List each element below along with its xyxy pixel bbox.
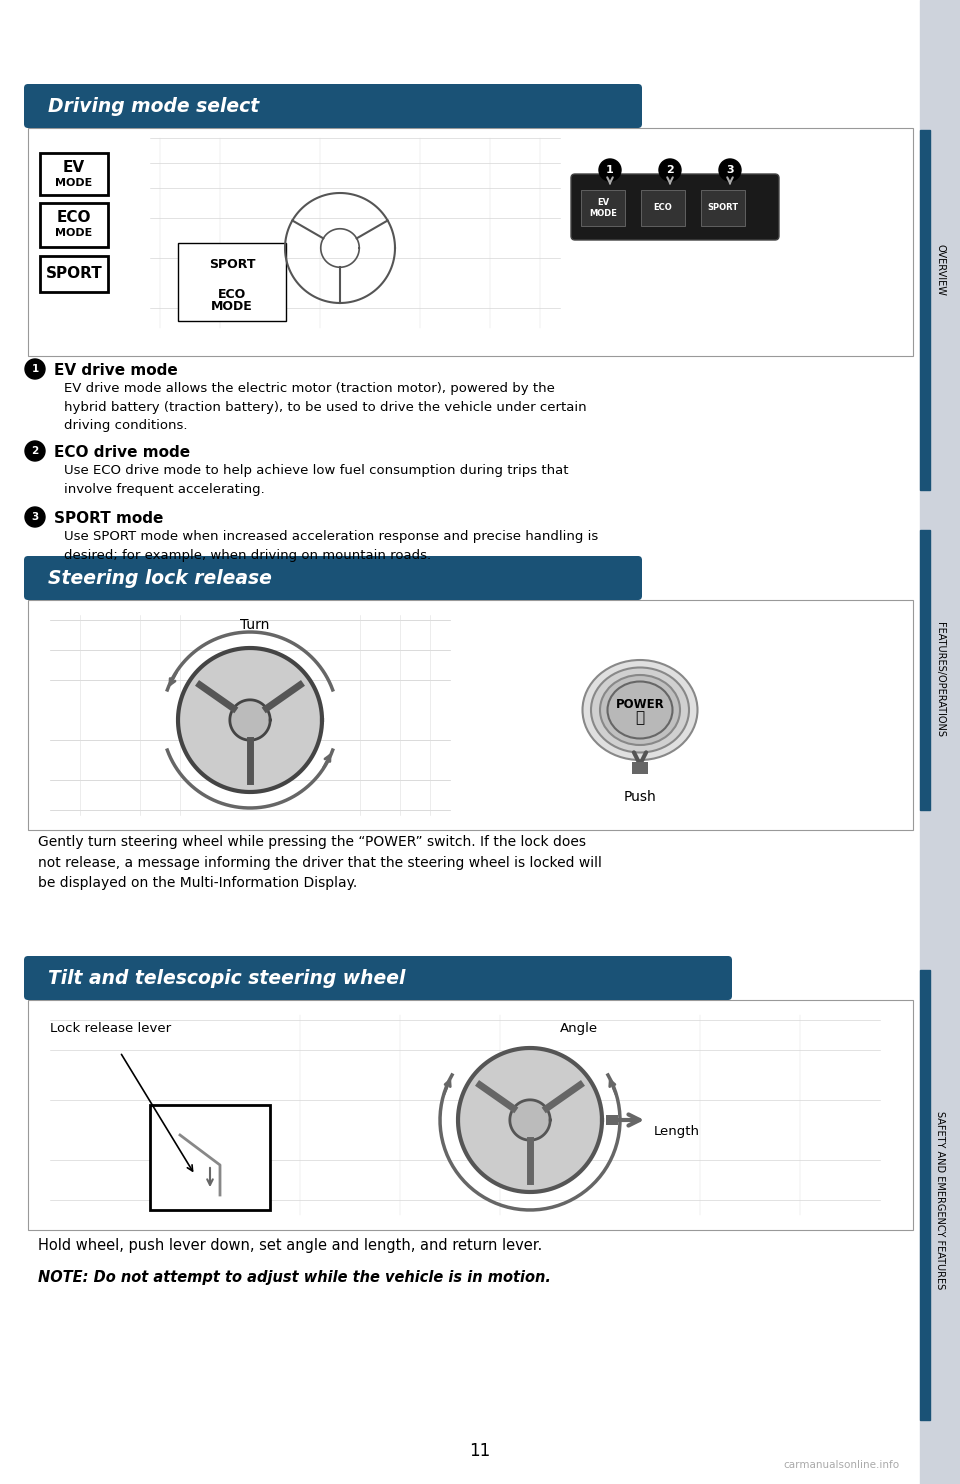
Text: ECO: ECO bbox=[654, 203, 672, 212]
Bar bbox=[40, 153, 108, 194]
Text: Length: Length bbox=[654, 1125, 700, 1138]
Text: 1: 1 bbox=[606, 165, 613, 175]
Circle shape bbox=[229, 700, 270, 741]
Text: EV: EV bbox=[63, 159, 85, 175]
Text: EV
MODE: EV MODE bbox=[589, 199, 617, 218]
Text: 2: 2 bbox=[666, 165, 674, 175]
Circle shape bbox=[510, 1100, 550, 1140]
Text: MODE: MODE bbox=[56, 178, 92, 188]
Text: Gently turn steering wheel while pressing the “POWER” switch. If the lock does
n: Gently turn steering wheel while pressin… bbox=[38, 835, 602, 890]
Circle shape bbox=[719, 159, 741, 181]
Text: FEATURES/OPERATIONS: FEATURES/OPERATIONS bbox=[935, 622, 945, 738]
Text: Use ECO drive mode to help achieve low fuel consumption during trips that
involv: Use ECO drive mode to help achieve low f… bbox=[64, 464, 568, 496]
Circle shape bbox=[25, 359, 45, 378]
Text: ECO drive mode: ECO drive mode bbox=[54, 445, 190, 460]
Bar bbox=[606, 1114, 618, 1125]
Text: SPORT: SPORT bbox=[46, 267, 103, 282]
Text: OVERVIEW: OVERVIEW bbox=[935, 243, 945, 295]
Text: Driving mode select: Driving mode select bbox=[48, 96, 259, 116]
Bar bbox=[920, 530, 930, 810]
Bar bbox=[632, 761, 648, 775]
Text: Steering lock release: Steering lock release bbox=[48, 568, 272, 588]
Text: MODE: MODE bbox=[56, 229, 92, 237]
Text: SPORT: SPORT bbox=[708, 203, 738, 212]
FancyBboxPatch shape bbox=[24, 556, 642, 600]
Circle shape bbox=[458, 1048, 602, 1192]
Text: 3: 3 bbox=[726, 165, 733, 175]
Text: Lock release lever: Lock release lever bbox=[50, 1022, 171, 1034]
Text: POWER: POWER bbox=[615, 697, 664, 711]
FancyBboxPatch shape bbox=[24, 956, 732, 1000]
Circle shape bbox=[178, 649, 322, 792]
Text: SPORT mode: SPORT mode bbox=[54, 510, 163, 525]
Bar bbox=[150, 1106, 270, 1209]
Bar bbox=[28, 128, 913, 356]
Text: MODE: MODE bbox=[211, 300, 252, 313]
Text: SAFETY AND EMERGENCY FEATURES: SAFETY AND EMERGENCY FEATURES bbox=[935, 1112, 945, 1290]
Bar bbox=[40, 203, 108, 246]
Ellipse shape bbox=[583, 660, 698, 760]
FancyBboxPatch shape bbox=[571, 174, 779, 240]
Bar bbox=[701, 190, 745, 226]
Text: Hold wheel, push lever down, set angle and length, and return lever.: Hold wheel, push lever down, set angle a… bbox=[38, 1238, 542, 1252]
Text: EV drive mode: EV drive mode bbox=[54, 364, 178, 378]
Text: ECO: ECO bbox=[57, 209, 91, 224]
Text: NOTE: Do not attempt to adjust while the vehicle is in motion.: NOTE: Do not attempt to adjust while the… bbox=[38, 1270, 551, 1285]
Bar bbox=[178, 243, 286, 321]
Text: 11: 11 bbox=[469, 1442, 491, 1460]
Text: 3: 3 bbox=[32, 512, 38, 522]
Bar bbox=[40, 257, 108, 292]
Text: 2: 2 bbox=[32, 447, 38, 456]
Bar bbox=[581, 190, 625, 226]
FancyBboxPatch shape bbox=[24, 85, 642, 128]
Text: Tilt and telescopic steering wheel: Tilt and telescopic steering wheel bbox=[48, 969, 405, 987]
Text: SPORT: SPORT bbox=[208, 258, 255, 272]
Circle shape bbox=[25, 508, 45, 527]
Text: Use SPORT mode when increased acceleration response and precise handling is
desi: Use SPORT mode when increased accelerati… bbox=[64, 530, 598, 561]
Ellipse shape bbox=[608, 681, 673, 739]
Text: 1: 1 bbox=[32, 364, 38, 374]
Bar bbox=[920, 0, 960, 1484]
Bar bbox=[641, 190, 685, 226]
Text: Turn: Turn bbox=[240, 617, 270, 632]
Ellipse shape bbox=[591, 668, 689, 752]
Bar bbox=[920, 971, 930, 1420]
Circle shape bbox=[25, 441, 45, 462]
Ellipse shape bbox=[600, 675, 680, 745]
Bar bbox=[920, 131, 930, 490]
Bar bbox=[28, 600, 913, 830]
Text: Angle: Angle bbox=[560, 1022, 598, 1034]
Bar bbox=[28, 1000, 913, 1230]
Circle shape bbox=[659, 159, 681, 181]
Circle shape bbox=[599, 159, 621, 181]
Text: ECO: ECO bbox=[218, 288, 246, 301]
Text: ⏻: ⏻ bbox=[636, 711, 644, 726]
Text: EV drive mode allows the electric motor (traction motor), powered by the
hybrid : EV drive mode allows the electric motor … bbox=[64, 381, 587, 432]
Text: carmanualsonline.info: carmanualsonline.info bbox=[784, 1460, 900, 1471]
Text: Push: Push bbox=[624, 789, 657, 804]
